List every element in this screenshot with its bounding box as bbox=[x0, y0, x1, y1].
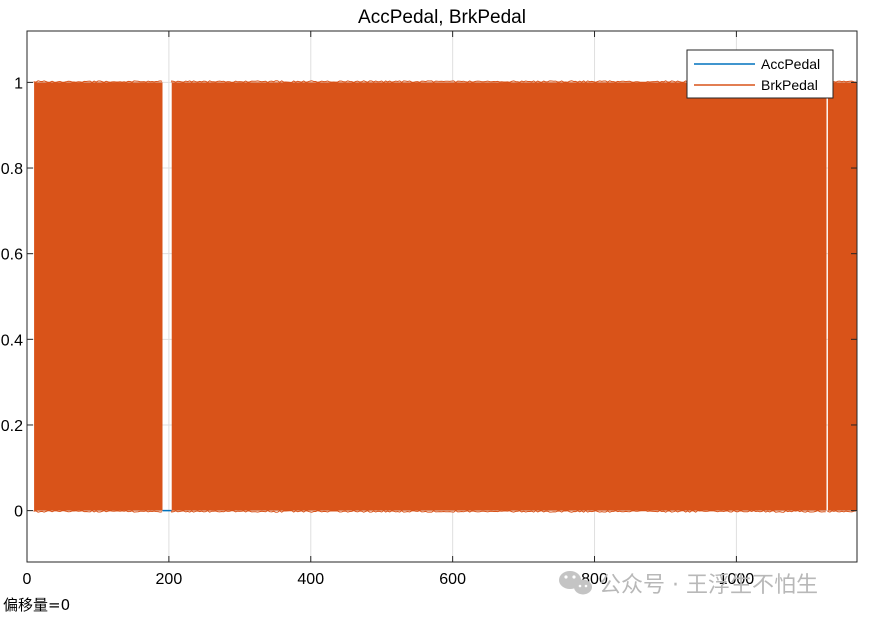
series-layer bbox=[33, 80, 857, 513]
x-tick-label: 400 bbox=[297, 571, 324, 588]
y-tick-label: 0.2 bbox=[1, 418, 23, 435]
series-edge-bottom-brkpedal bbox=[33, 510, 163, 513]
wechat-icon bbox=[559, 571, 592, 595]
x-tick-label: 600 bbox=[439, 571, 466, 588]
x-tick-label: 1000 bbox=[719, 571, 755, 588]
series-edge-bottom-brkpedal bbox=[827, 510, 856, 513]
watermark: 公众号 · 王浮生不怕生 bbox=[559, 571, 818, 598]
axis-ticks bbox=[26, 31, 857, 562]
series-edge-top-brkpedal bbox=[33, 80, 163, 83]
series-segment-brkpedal bbox=[34, 82, 163, 511]
series-segment-brkpedal bbox=[827, 82, 857, 511]
x-tick-label: 200 bbox=[156, 571, 183, 588]
y-tick-labels: 0 0.2 0.4 0.6 0.8 1 bbox=[1, 75, 23, 520]
watermark-text: 公众号 · 王浮生不怕生 bbox=[599, 573, 818, 598]
legend-label-brkpedal: BrkPedal bbox=[761, 77, 818, 93]
series-edge-bottom-brkpedal bbox=[171, 509, 826, 513]
plot-frame bbox=[26, 30, 858, 563]
offset-note: 偏移量=0 bbox=[3, 596, 71, 614]
y-tick-label: 0.8 bbox=[1, 161, 23, 178]
legend-box bbox=[686, 49, 834, 99]
legend: AccPedal BrkPedal bbox=[686, 49, 834, 99]
y-tick-label: 0.6 bbox=[1, 247, 23, 264]
y-tick-label: 0.4 bbox=[1, 332, 23, 349]
y-tick-label: 0 bbox=[14, 504, 23, 521]
y-tick-label: 1 bbox=[14, 75, 23, 92]
x-tick-label: 0 bbox=[23, 571, 32, 588]
series-segment-brkpedal bbox=[171, 82, 827, 511]
chart-title: AccPedal, BrkPedal bbox=[358, 7, 526, 28]
legend-label-accpedal: AccPedal bbox=[761, 56, 820, 72]
